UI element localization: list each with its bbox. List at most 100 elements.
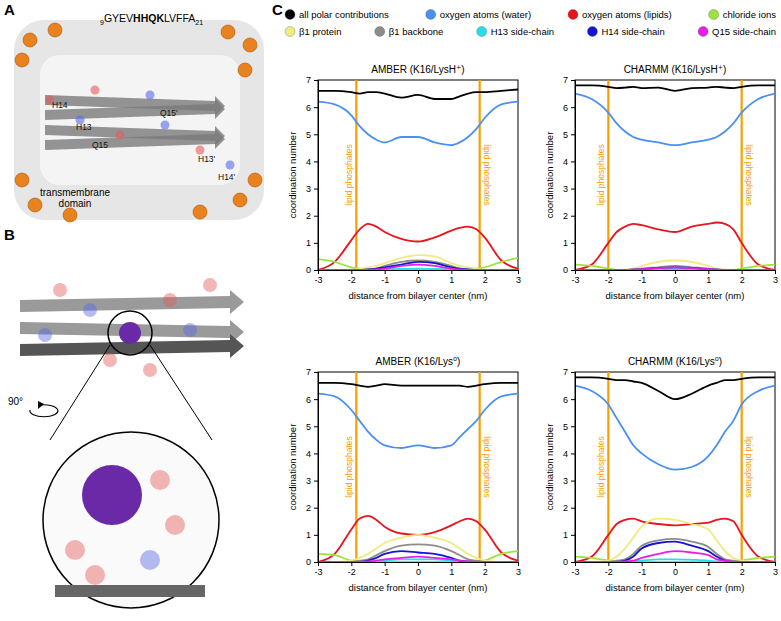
tick-label: 0 [673, 567, 678, 577]
tick-mark [571, 161, 575, 162]
plot-area [575, 80, 775, 270]
tick: 2 [306, 211, 318, 221]
tick-mark [775, 562, 776, 566]
tick-mark [642, 270, 643, 274]
phosphate-label: lipid phosphates [744, 436, 754, 497]
tick: 0 [673, 562, 678, 577]
series-line [575, 539, 775, 562]
legend-label: β1 protein [299, 26, 341, 37]
tick-mark [418, 270, 419, 274]
tick-label: 0 [306, 265, 311, 275]
legend-marker [698, 27, 708, 37]
tick-mark [571, 134, 575, 135]
x-axis: -3-2-10123 [314, 562, 521, 577]
annotation: transmembrane [40, 187, 110, 198]
phosphate-label: lipid phosphates [482, 144, 492, 205]
polar-atom [38, 328, 52, 342]
polar-atom [146, 91, 155, 100]
polar-atom [163, 293, 177, 307]
panel-label: A [4, 1, 15, 18]
tick-mark [571, 562, 575, 563]
phosphate-atom [63, 208, 77, 222]
tick-label: 5 [306, 130, 311, 140]
tick: 0 [416, 562, 421, 577]
legend-label: oxygen atoms (water) [440, 9, 531, 20]
tick-label: -2 [348, 275, 356, 285]
tick-label: 2 [563, 503, 568, 513]
tick-label: 5 [306, 422, 311, 432]
tick-mark [485, 270, 486, 274]
legend-label: all polar contributions [299, 9, 389, 20]
legend-item: oxygen atoms (lipids) [568, 9, 672, 20]
series-line [318, 90, 518, 100]
tick-label: 3 [563, 184, 568, 194]
axis-line [314, 373, 319, 563]
tick: 3 [306, 184, 318, 194]
tick-label: -2 [605, 567, 613, 577]
tick-label: 2 [563, 211, 568, 221]
tick-mark [742, 270, 743, 274]
tick-mark [314, 80, 318, 81]
tick-label: 0 [563, 265, 568, 275]
tick: 1 [563, 238, 575, 248]
tick-label: 7 [306, 75, 311, 85]
series-line [575, 519, 775, 562]
tick: 7 [306, 367, 318, 377]
tick-label: 0 [416, 567, 421, 577]
tick-label: 6 [306, 103, 311, 113]
tick-label: 2 [306, 211, 311, 221]
residue-label: H14' [218, 172, 236, 182]
series-line [318, 516, 518, 562]
tick-label: 2 [740, 275, 745, 285]
x-axis: -3-2-10123 [571, 270, 778, 285]
x-axis: -3-2-10123 [571, 562, 778, 577]
plot-area [318, 372, 518, 562]
series-line [575, 268, 775, 270]
tick-label: 2 [483, 275, 488, 285]
phosphate-atom [233, 193, 247, 207]
tick-mark [314, 243, 318, 244]
series-line [575, 265, 775, 270]
tick: -1 [381, 270, 389, 285]
tick: 1 [706, 562, 711, 577]
phosphate-atom [28, 198, 42, 212]
tick-label: 1 [306, 530, 311, 540]
tick-mark [314, 270, 318, 271]
tick: 2 [740, 270, 745, 285]
tick: 2 [483, 562, 488, 577]
x-axis-title: distance from bilayer center (nm) [606, 582, 745, 593]
tick-mark [451, 562, 452, 566]
tick-mark [708, 270, 709, 274]
tick-mark [642, 562, 643, 566]
phosphate-atom [15, 53, 29, 67]
series-line [575, 519, 775, 562]
tick: 3 [773, 270, 778, 285]
tick-label: 2 [483, 567, 488, 577]
plot-frame [575, 372, 775, 562]
tick: 2 [306, 503, 318, 513]
polar-atom [161, 121, 170, 130]
tick-mark [571, 243, 575, 244]
tick: 5 [306, 422, 318, 432]
tick: -1 [638, 562, 646, 577]
series-line [318, 255, 518, 270]
tick: -1 [381, 562, 389, 577]
legend-item: β1 protein [285, 26, 341, 37]
tick-label: 6 [563, 395, 568, 405]
legend: all polar contributions oxygen atoms (wat… [285, 9, 776, 37]
tick-label: 5 [563, 422, 568, 432]
tick-mark [351, 270, 352, 274]
series-line [575, 267, 775, 270]
tick-mark [571, 399, 575, 400]
tick: 7 [306, 75, 318, 85]
tick: 4 [563, 449, 575, 459]
phosphate-label: lipid phosphates [744, 144, 754, 205]
tick-mark [518, 270, 519, 274]
tick-mark [314, 216, 318, 217]
phosphate-atom [248, 173, 262, 187]
tick-mark [314, 107, 318, 108]
tick-mark [385, 270, 386, 274]
residue-label: H14 [52, 100, 68, 110]
tick-label: -1 [381, 567, 389, 577]
tick: 6 [563, 395, 575, 405]
